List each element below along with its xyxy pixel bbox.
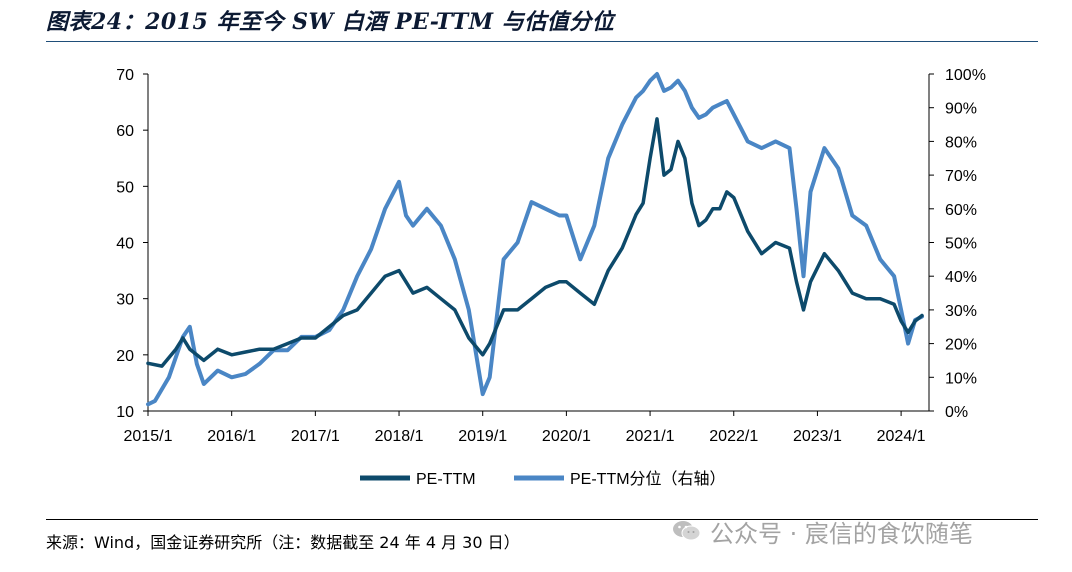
- x-tick-label: 2022/1: [709, 428, 758, 445]
- watermark: 公众号 · 宸信的食饮随笔: [672, 513, 973, 549]
- x-tick-label: 2015/1: [124, 428, 173, 445]
- legend-label: PE-TTM: [416, 471, 476, 488]
- right-tick-label: 10%: [945, 370, 977, 387]
- right-tick-label: 20%: [945, 337, 977, 354]
- left-tick-label: 10: [116, 404, 134, 421]
- legend-label: PE-TTM分位（右轴）: [570, 470, 726, 488]
- pe-ttm-chart: 10 20 30 40 50 60 70 0% 10% 20% 30% 40% 50% 60% 70% 80%…: [116, 67, 986, 488]
- left-tick-label: 60: [116, 123, 134, 140]
- chart-legend: PE-TTM PE-TTM分位（右轴）: [360, 470, 726, 488]
- left-tick-label: 30: [116, 292, 134, 309]
- left-tick-label: 40: [116, 236, 134, 253]
- series-line-pe-ttm: [146, 117, 924, 368]
- x-tick-label: 2020/1: [542, 428, 591, 445]
- x-tick-label: 2016/1: [207, 428, 256, 445]
- x-tick-label: 2017/1: [291, 428, 340, 445]
- right-tick-label: 100%: [945, 67, 986, 84]
- x-tick-label: 2021/1: [626, 428, 675, 445]
- series-layer: [146, 72, 924, 407]
- left-tick-label: 20: [116, 348, 134, 365]
- source-rule: [46, 519, 1038, 520]
- figure-title: 图表24：2015 年至今 SW 白酒 PE-TTM 与估值分位: [46, 9, 615, 35]
- right-tick-label: 40%: [945, 269, 977, 286]
- left-tick-label: 70: [116, 67, 134, 84]
- series-line-pe-ttm-percentile: [146, 72, 924, 407]
- x-tick-label: 2018/1: [375, 428, 424, 445]
- x-tick-label: 2024/1: [877, 428, 926, 445]
- wechat-icon: [673, 521, 701, 541]
- x-tick-label: 2019/1: [458, 428, 507, 445]
- right-tick-label: 30%: [945, 303, 977, 320]
- x-tick-label: 2023/1: [793, 428, 842, 445]
- source-note: 来源：Wind，国金证券研究所（注：数据截至 24 年 4 月 30 日）: [46, 533, 520, 552]
- right-tick-label: 80%: [945, 134, 977, 151]
- left-tick-label: 50: [116, 179, 134, 196]
- chart-axes: 10 20 30 40 50 60 70 0% 10% 20% 30% 40% 50% 60% 70% 80%…: [116, 67, 986, 445]
- watermark-text: 公众号 · 宸信的食饮随笔: [710, 519, 973, 548]
- right-tick-label: 50%: [945, 236, 977, 253]
- right-tick-label: 90%: [945, 101, 977, 118]
- title-rule: [46, 41, 1038, 42]
- right-tick-label: 70%: [945, 168, 977, 185]
- right-tick-label: 0%: [945, 404, 968, 421]
- right-tick-label: 60%: [945, 202, 977, 219]
